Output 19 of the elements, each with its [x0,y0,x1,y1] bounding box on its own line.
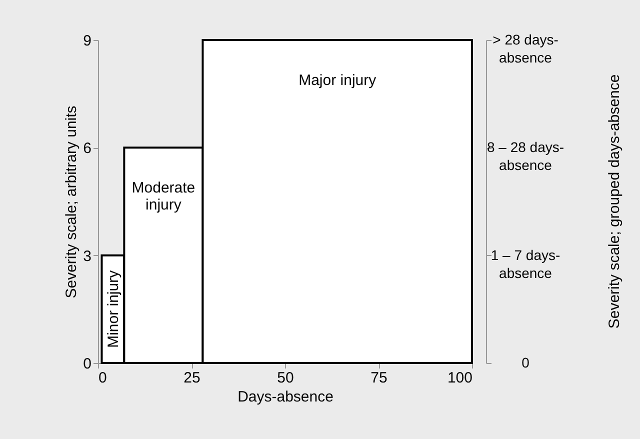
y-tick-label: 6 [83,140,92,158]
x-tick-label: 25 [184,370,200,386]
x-tick-label: 100 [447,370,472,386]
annotation: Major injury [298,72,377,89]
annotation: Moderate injury [132,180,196,214]
annotation: Minor injury [104,270,122,348]
category-label: 8 – 28 days- absence [486,139,564,174]
category-label: > 28 days- absence [492,32,558,66]
x-tick-label: 0 [98,370,107,386]
x-tick-label: 50 [277,370,294,386]
y-tick-label: 0 [83,356,92,372]
text: Severity scale; grouped days-absence [606,74,623,329]
y-axis-title: Severity scale; arbitrary units [63,106,80,298]
category-label: 1 – 7 days- absence [490,246,560,281]
x-axis-title: Days-absence [238,388,334,406]
x-tick-label: 75 [370,370,388,386]
y-tick-label: 9 [83,32,92,50]
category-label: 0 [522,354,530,370]
y-tick-label: 3 [83,248,92,265]
